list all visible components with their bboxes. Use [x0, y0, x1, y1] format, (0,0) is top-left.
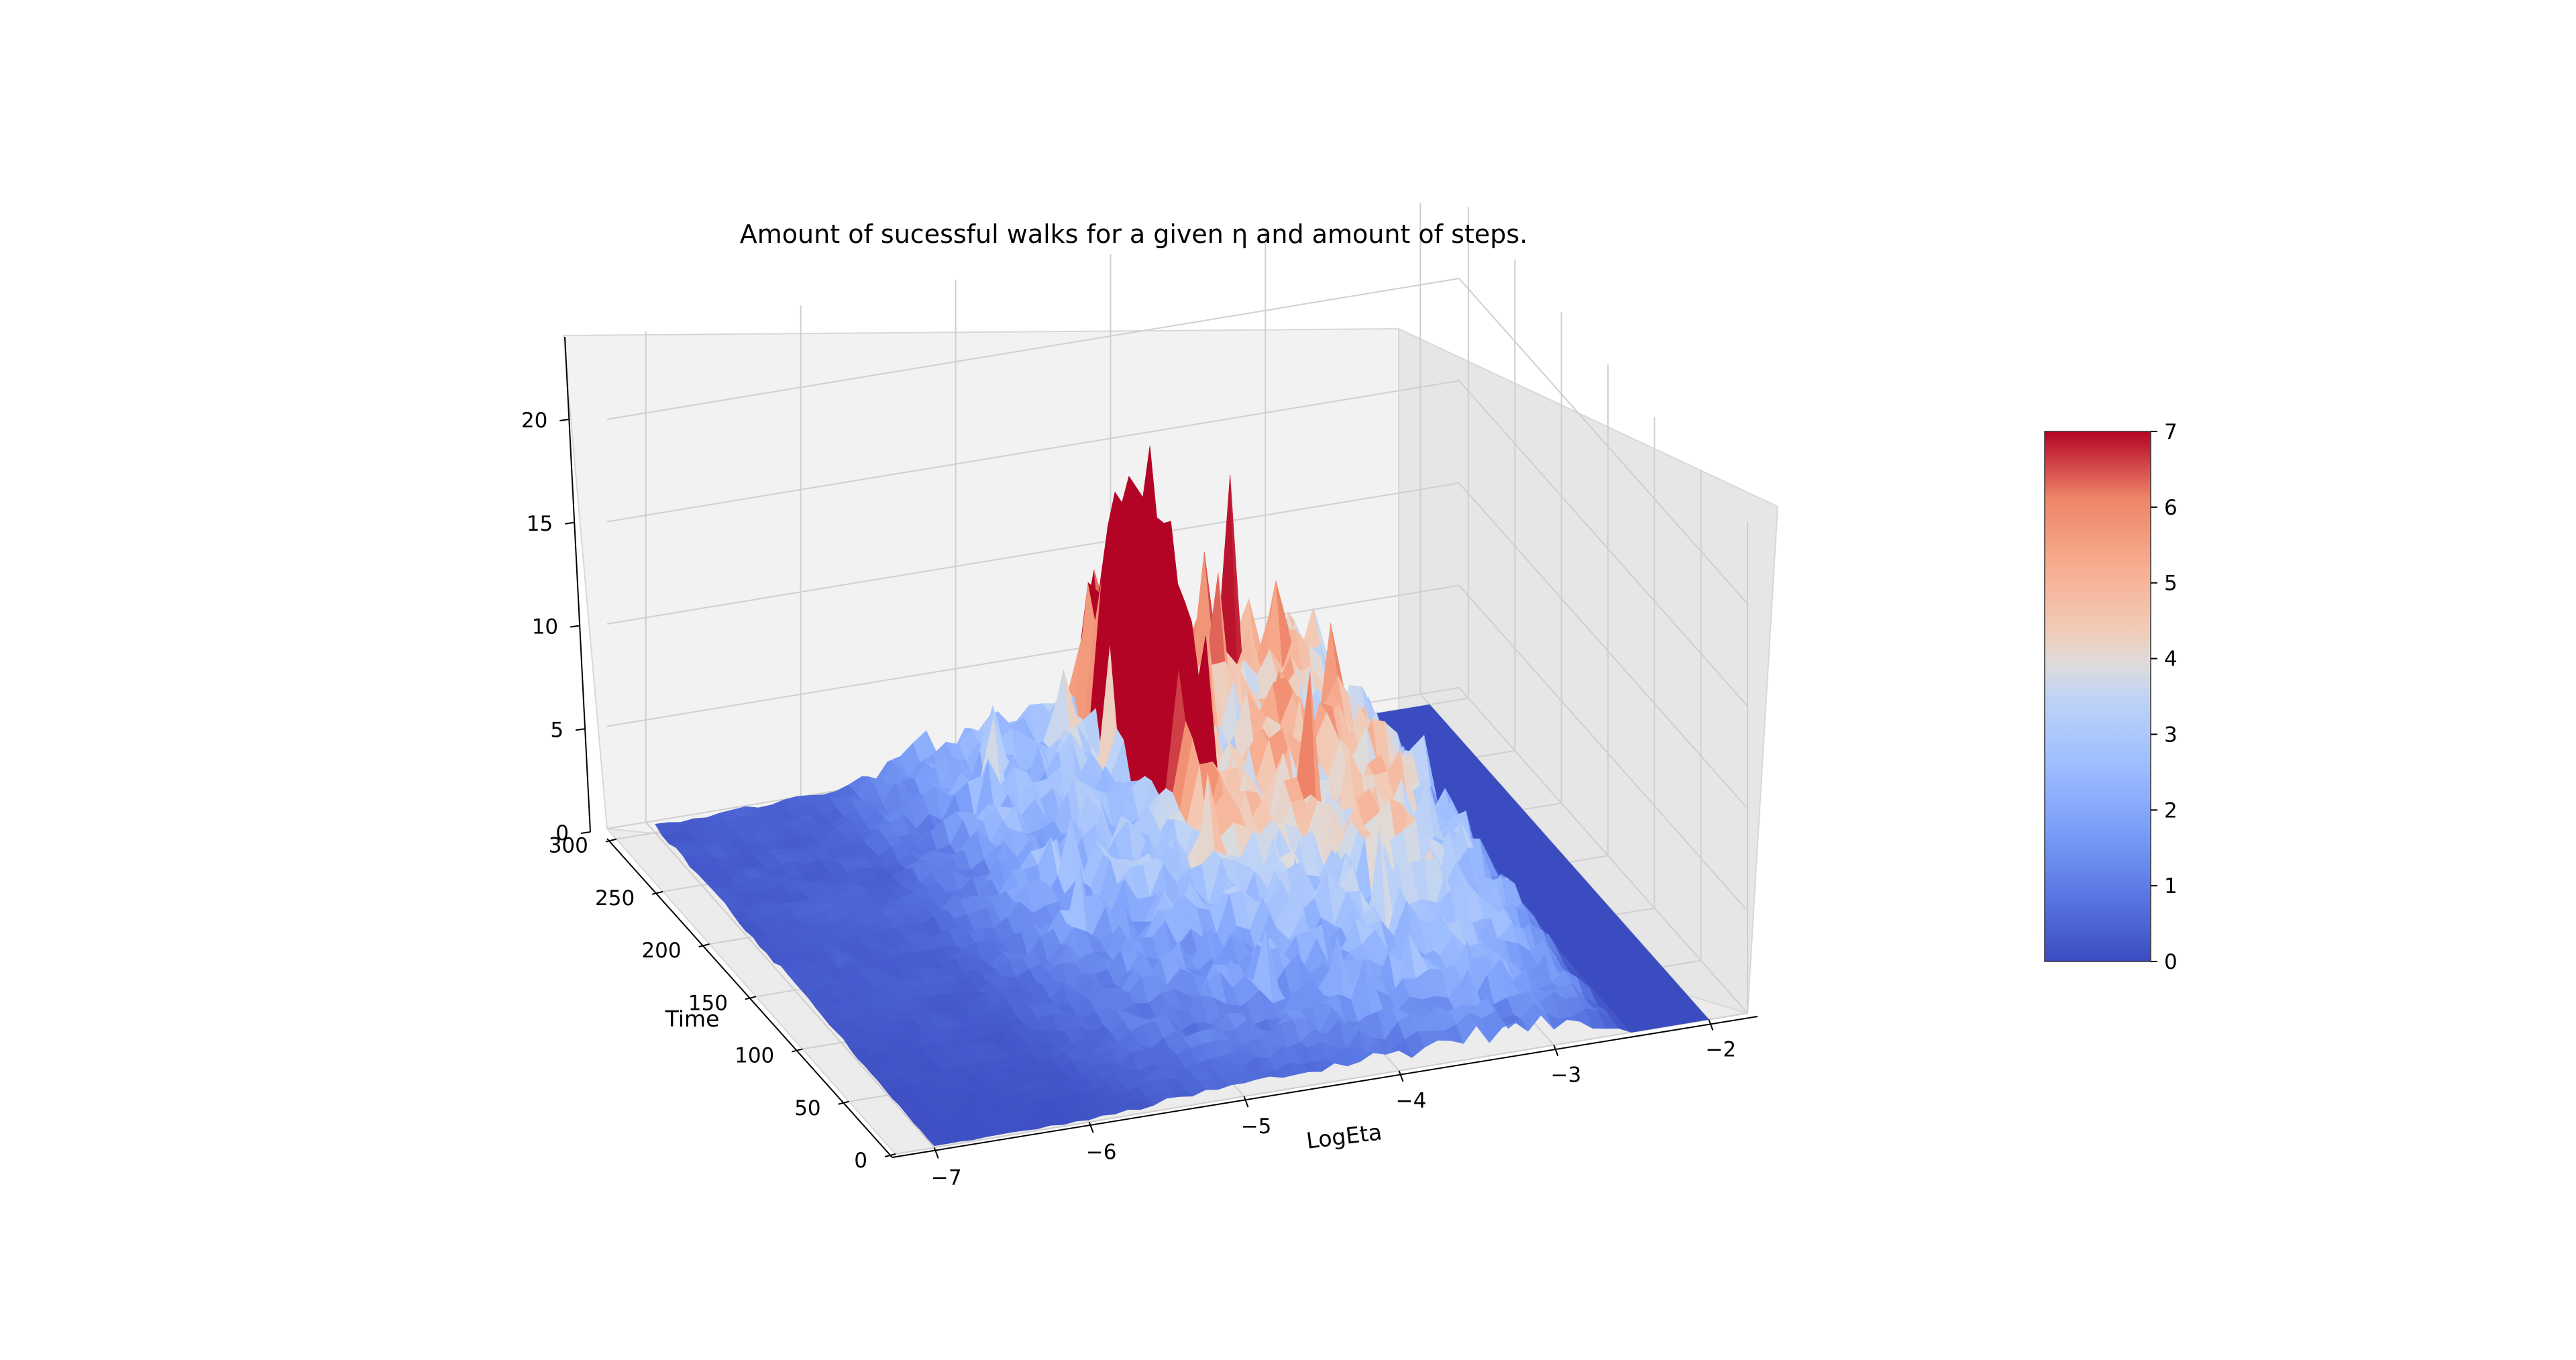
colorbar-tick-label: 4 [2164, 647, 2178, 672]
z-tick-label: 20 [521, 409, 547, 433]
z-tick-mark [580, 831, 591, 834]
x-tick-label: −3 [1551, 1063, 1582, 1088]
surface [655, 446, 1709, 1147]
x-tick-mark [1088, 1121, 1094, 1133]
z-tick-label: 0 [555, 821, 569, 845]
y-tick-mark [838, 1100, 849, 1105]
y-axis-label: Time [665, 1006, 720, 1032]
z-tick-label: 10 [532, 615, 558, 639]
colorbar-gradient [2044, 431, 2151, 962]
chart-title: Amount of sucessful walks for a given η … [740, 219, 1527, 249]
grid-line-z [606, 277, 1748, 605]
y-tick-mark [651, 890, 663, 895]
z-tick-label: 15 [527, 512, 553, 536]
grid-line-z [606, 584, 1748, 912]
y-tick-label: 100 [735, 1044, 774, 1068]
y-tick-mark [698, 943, 710, 948]
y-tick-label: 200 [641, 939, 681, 963]
x-tick-mark [1398, 1070, 1404, 1082]
x-tick-mark [1243, 1096, 1249, 1108]
y-tick-label: 250 [595, 886, 635, 910]
colorbar: 0 1 2 3 4 5 6 7 [2044, 420, 2178, 974]
colorbar-tick-label: 0 [2164, 950, 2178, 974]
y-tick-mark [605, 838, 617, 843]
x-tick-mark [933, 1147, 939, 1159]
x-tick-label: −7 [931, 1165, 962, 1190]
colorbar-tick-label: 2 [2164, 798, 2178, 823]
y-tick-mark [884, 1153, 896, 1157]
y-tick-label: 50 [794, 1096, 820, 1120]
z-tick-mark [570, 625, 580, 628]
colorbar-tick-label: 3 [2164, 723, 2178, 747]
z-tick-mark [559, 419, 570, 421]
y-tick-mark [792, 1048, 803, 1053]
z-tick-mark [565, 521, 575, 525]
y-tick-label: 0 [854, 1149, 867, 1173]
grid-line-z [606, 482, 1748, 809]
grid-line-z [606, 380, 1748, 707]
y-tick-label: 150 [688, 991, 728, 1015]
y-tick-mark [745, 996, 757, 1000]
colorbar-tick-label: 7 [2164, 420, 2178, 444]
logeta-axis-line [892, 1016, 1758, 1158]
x-tick-label: −4 [1396, 1089, 1427, 1113]
colorbar-tick-label: 1 [2164, 874, 2178, 898]
colorbar-tick-label: 6 [2164, 496, 2178, 520]
surface-facet [1688, 1011, 1709, 1023]
x-tick-mark [1708, 1019, 1714, 1031]
x-axis-label: LogEta [1305, 1118, 1383, 1153]
x-tick-mark [1553, 1045, 1559, 1057]
z-tick-mark [575, 728, 586, 731]
z-tick-label: 5 [550, 718, 564, 742]
x-tick-label: −6 [1086, 1140, 1117, 1164]
x-tick-label: −5 [1241, 1114, 1272, 1139]
y-tick-label: 300 [549, 834, 588, 858]
x-tick-label: −2 [1705, 1038, 1736, 1062]
colorbar-tick-label: 5 [2164, 572, 2178, 596]
colorbar-ticks: 0 1 2 3 4 5 6 7 [2151, 420, 2178, 974]
